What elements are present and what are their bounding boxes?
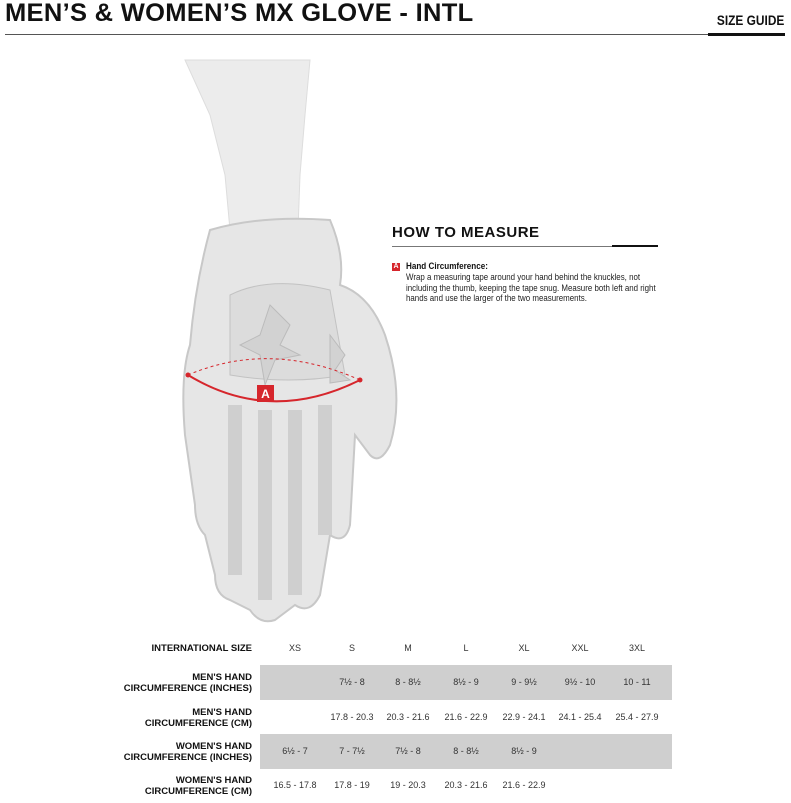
row-label: WOMEN'S HAND CIRCUMFERENCE (CM) [145,768,252,803]
table-cell [552,734,608,769]
table-row: MEN'S HAND CIRCUMFERENCE (CM) 17.8 - 20.3 2… [0,700,791,735]
table-cell: 10 - 11 [623,677,651,687]
page-title: MEN’S & WOMEN’S MX GLOVE - INTL [5,0,474,27]
table-cell: 7½ - 8 [395,746,421,756]
table-cell: 17.8 - 19 [334,780,370,790]
table-cell: 9½ - 10 [564,677,596,687]
table-cell: 20.3 - 21.6 [444,780,488,790]
table-cell: 8 - 8½ [453,746,479,756]
row-label-line1: MEN'S HAND [192,671,252,683]
table-cell: 22.9 - 24.1 [502,712,546,722]
glove-illustration: A [182,59,398,623]
table-cell: 9 - 9½ [511,677,537,687]
size-header-cell: XXL [571,643,589,653]
table-cell: 21.6 - 22.9 [444,712,488,722]
table-cell: 19 - 20.3 [390,780,426,790]
table-cell: 8½ - 9 [453,677,479,687]
table-cell: 17.8 - 20.3 [330,712,374,722]
row-label: MEN'S HAND CIRCUMFERENCE (INCHES) [124,665,252,700]
table-cell [609,768,665,803]
table-cell: 24.1 - 25.4 [558,712,602,722]
table-header-row: INTERNATIONAL SIZE XS S M L XL XXL 3XL [0,631,791,666]
row-background [260,665,672,700]
row-label-line2: CIRCUMFERENCE (INCHES) [123,751,252,763]
table-cell: 8 - 8½ [395,677,421,687]
table-cell [609,734,665,769]
table-cell: 8½ - 9 [511,746,537,756]
row-label-line1: WOMEN'S HAND [175,774,252,786]
row-label-line2: CIRCUMFERENCE (CM) [144,785,252,797]
row-label-line2: CIRCUMFERENCE (CM) [144,717,252,729]
size-header-cell: M [404,643,412,653]
size-header-cell: S [348,643,355,653]
how-to-measure-heading: HOW TO MEASURE [392,224,540,241]
measure-item-title: Hand Circumference: [406,261,488,271]
table-row: WOMEN'S HAND CIRCUMFERENCE (INCHES) 6½ - 7… [0,734,791,769]
size-header-cell: XL [518,643,530,653]
section-divider [392,246,658,247]
table-row: WOMEN'S HAND CIRCUMFERENCE (CM) 16.5 - 17.… [0,768,791,803]
table-cell: 16.5 - 17.8 [273,780,317,790]
header-divider [5,34,785,35]
table-cell: 6½ - 7 [282,746,308,756]
measure-item-description: Wrap a measuring tape around your hand b… [406,272,656,303]
table-cell: 21.6 - 22.9 [502,780,546,790]
table-cell: 20.3 - 21.6 [386,712,430,722]
table-cell [552,768,608,803]
row-label-line1: MEN'S HAND [192,706,252,718]
marker-a: A [261,387,270,401]
table-cell: 7½ - 8 [339,677,365,687]
header-label: INTERNATIONAL SIZE [151,643,252,654]
row-background [260,734,672,769]
size-header-cell: XS [288,643,301,653]
row-label: WOMEN'S HAND CIRCUMFERENCE (INCHES) [124,734,252,769]
size-guide-label: SIZE GUIDE [716,12,784,28]
row-label-line2: CIRCUMFERENCE (INCHES) [123,682,252,694]
header-divider-accent [708,33,785,36]
table-cell: 25.4 - 27.9 [615,712,659,722]
marker-a-badge: A [392,263,400,271]
table-cell [267,665,323,700]
size-header-cell: L [463,643,469,653]
table-row: MEN'S HAND CIRCUMFERENCE (INCHES) 7½ - 8 8 … [0,665,791,700]
row-label-line1: WOMEN'S HAND [175,740,252,752]
table-cell: 7 - 7½ [339,746,365,756]
row-label: MEN'S HAND CIRCUMFERENCE (CM) [145,700,252,735]
table-cell [267,700,323,735]
size-header-cell: 3XL [628,643,645,653]
section-divider-accent [612,245,658,247]
